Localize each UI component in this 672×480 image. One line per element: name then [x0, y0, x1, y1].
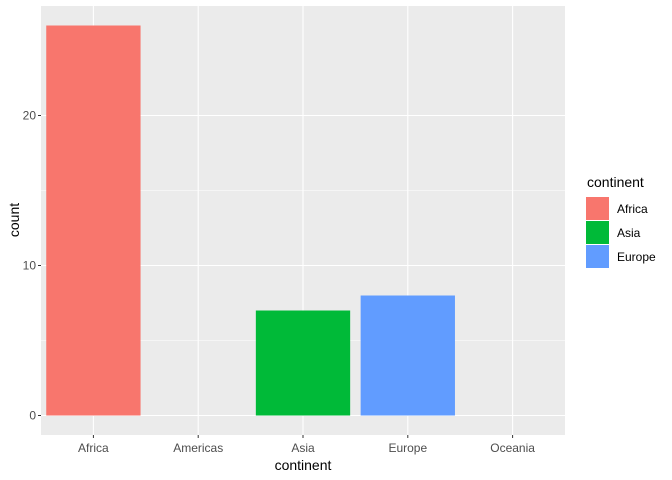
- y-axis: 0 10 20: [23, 109, 41, 423]
- legend-swatch-europe: [586, 245, 609, 268]
- legend-label-europe: Europe: [617, 250, 656, 264]
- bar-africa: [46, 25, 141, 416]
- x-axis: Africa Americas Asia Europe Oceania: [78, 435, 535, 455]
- bars: [46, 25, 455, 416]
- bar-europe: [360, 295, 455, 416]
- x-tick-label: Oceania: [490, 441, 535, 455]
- legend: continent Africa Asia Europe: [586, 174, 656, 268]
- x-tick-label: Americas: [173, 441, 223, 455]
- y-tick-label: 20: [23, 109, 37, 123]
- y-tick-label: 0: [29, 409, 36, 423]
- legend-swatch-asia: [586, 221, 609, 244]
- legend-title: continent: [587, 174, 644, 190]
- x-tick-label: Europe: [388, 441, 427, 455]
- bar-asia: [255, 310, 351, 416]
- legend-swatch-africa: [586, 197, 609, 220]
- x-tick-label: Africa: [78, 441, 109, 455]
- x-tick-label: Asia: [291, 441, 315, 455]
- y-axis-title: count: [6, 203, 22, 237]
- legend-label-asia: Asia: [617, 226, 641, 240]
- x-axis-title: continent: [275, 457, 332, 473]
- legend-label-africa: Africa: [617, 202, 648, 216]
- y-tick-label: 10: [23, 259, 37, 273]
